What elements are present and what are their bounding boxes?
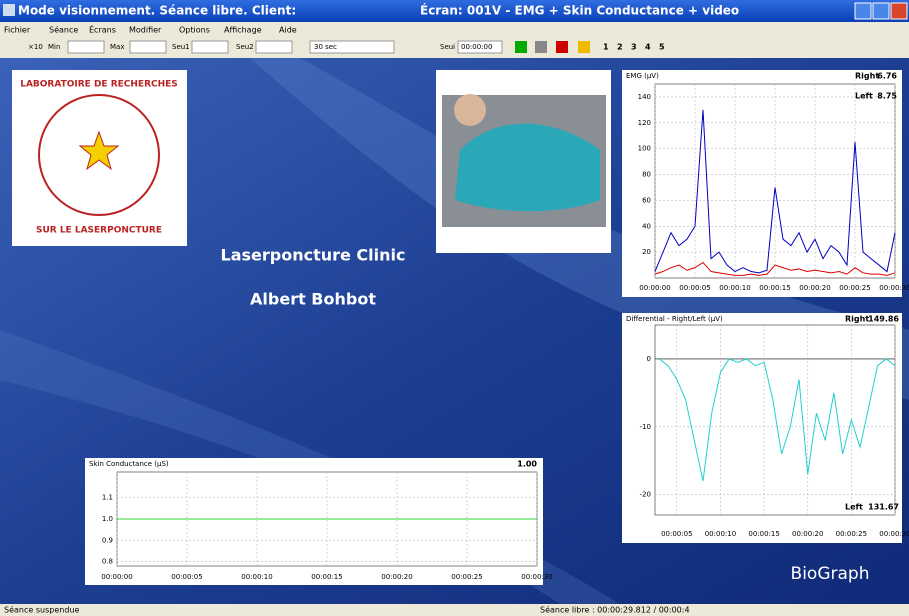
video-subject [455, 124, 600, 212]
y-tick-label: 1.0 [102, 515, 113, 523]
y-tick-label: 100 [638, 145, 651, 153]
toolbar-label: Seu2 [236, 43, 254, 51]
y-tick-label: 0.9 [102, 536, 113, 544]
chart-title: EMG (µV) [626, 72, 659, 80]
readout-label: Left [845, 503, 863, 512]
minimize-button[interactable] [855, 3, 871, 19]
x-tick-label: 00:00:20 [799, 284, 830, 292]
readout-label: Right [845, 315, 869, 324]
y-tick-label: 80 [642, 171, 651, 179]
page-button[interactable]: 1 [603, 43, 609, 52]
y-tick-label: 20 [642, 248, 651, 256]
x-tick-label: 00:00:25 [839, 284, 870, 292]
x-tick-label: 00:00:05 [679, 284, 710, 292]
toolbar-field[interactable] [192, 41, 228, 53]
toolbar-button[interactable] [515, 41, 527, 53]
menu-item[interactable]: Fichier [4, 26, 31, 35]
toolbar-label: Max [110, 43, 124, 51]
toolbar-button[interactable] [578, 41, 590, 53]
current-value: 1.00 [517, 460, 537, 469]
menu-item[interactable]: Séance [49, 25, 78, 35]
clinic-name: Laserponcture Clinic [221, 246, 406, 265]
x-tick-label: 00:00:10 [705, 530, 736, 538]
x-tick-label: 00:00:20 [792, 530, 823, 538]
x-tick-label: 00:00:10 [719, 284, 750, 292]
page-button[interactable]: 5 [659, 43, 665, 52]
x-tick-label: 00:00:15 [748, 530, 779, 538]
y-tick-label: 40 [642, 222, 651, 230]
y-tick-label: 140 [638, 93, 651, 101]
close-button[interactable] [891, 3, 907, 19]
y-tick-label: 0 [647, 355, 651, 363]
brand-logo: BioGraph [791, 564, 870, 584]
x-tick-label: 00:00:10 [241, 573, 272, 581]
duration: 30 sec [314, 43, 337, 51]
y-tick-label: 120 [638, 119, 651, 127]
y-tick-label: -10 [640, 423, 651, 431]
x-tick-label: 00:00:25 [451, 573, 482, 581]
app-icon [3, 4, 15, 16]
window-title: Mode visionnement. Séance libre. Client: [18, 4, 296, 18]
x-tick-label: 00:00:30 [521, 573, 552, 581]
x-tick-label: 00:00:20 [381, 573, 412, 581]
app-window: Mode visionnement. Séance libre. Client:… [0, 0, 909, 616]
status-right: Séance libre : 00:00:29.812 / 00:00:4 [540, 605, 690, 615]
threshold-label: Seui [440, 43, 455, 51]
chart-title: Differential - Right/Left (µV) [626, 315, 723, 323]
readout-value: 131.67 [868, 503, 899, 512]
legend-label: Left [855, 92, 873, 101]
readout-value: 149.86 [868, 315, 899, 324]
logo-bottom: SUR LE LASERPONCTURE [36, 226, 162, 236]
toolbar-button[interactable] [535, 41, 547, 53]
x-tick-label: 00:00:00 [101, 573, 132, 581]
menu-item[interactable]: Affichage [224, 26, 262, 35]
y-tick-label: 0.8 [102, 558, 113, 566]
status-bar [0, 604, 909, 616]
current-value: 8.75 [877, 92, 897, 101]
y-tick-label: 60 [642, 196, 651, 204]
toolbar-label: ×10 [28, 43, 43, 51]
practitioner-name: Albert Bohbot [250, 290, 376, 309]
logo-top: LABORATOIRE DE RECHERCHES [20, 80, 178, 90]
y-tick-label: 1.1 [102, 494, 113, 502]
menu-item[interactable]: Modifier [129, 26, 162, 35]
toolbar-field[interactable] [256, 41, 292, 53]
x-tick-label: 00:00:30 [879, 530, 909, 538]
x-tick-label: 00:00:30 [879, 284, 909, 292]
x-tick-label: 00:00:15 [759, 284, 790, 292]
time: 00:00:00 [461, 43, 492, 51]
y-tick-label: -20 [640, 491, 651, 499]
toolbar-field[interactable] [68, 41, 104, 53]
toolbar-label: Min [48, 43, 60, 51]
video-subject-head [454, 94, 486, 126]
x-tick-label: 00:00:00 [639, 284, 670, 292]
maximize-button[interactable] [873, 3, 889, 19]
menu-item[interactable]: Options [179, 26, 210, 35]
x-tick-label: 00:00:05 [171, 573, 202, 581]
x-tick-label: 00:00:05 [661, 530, 692, 538]
legend-label: Right [855, 72, 879, 81]
x-tick-label: 00:00:25 [836, 530, 867, 538]
toolbar-label: Seu1 [172, 43, 190, 51]
x-tick-label: 00:00:15 [311, 573, 342, 581]
status-left: Séance suspendue [4, 605, 79, 615]
toolbar-field[interactable] [130, 41, 166, 53]
current-value: 6.76 [877, 72, 897, 81]
chart-panel [622, 70, 902, 297]
menu-item[interactable]: Aide [279, 26, 297, 35]
toolbar-button[interactable] [556, 41, 568, 53]
menu-item[interactable]: Écrans [89, 24, 116, 35]
screen-title: Écran: 001V - EMG + Skin Conductance + v… [420, 3, 739, 18]
page-button[interactable]: 4 [645, 43, 651, 52]
chart-title: Skin Conductance (µS) [89, 460, 169, 468]
page-button[interactable]: 3 [631, 43, 637, 52]
page-button[interactable]: 2 [617, 43, 623, 52]
